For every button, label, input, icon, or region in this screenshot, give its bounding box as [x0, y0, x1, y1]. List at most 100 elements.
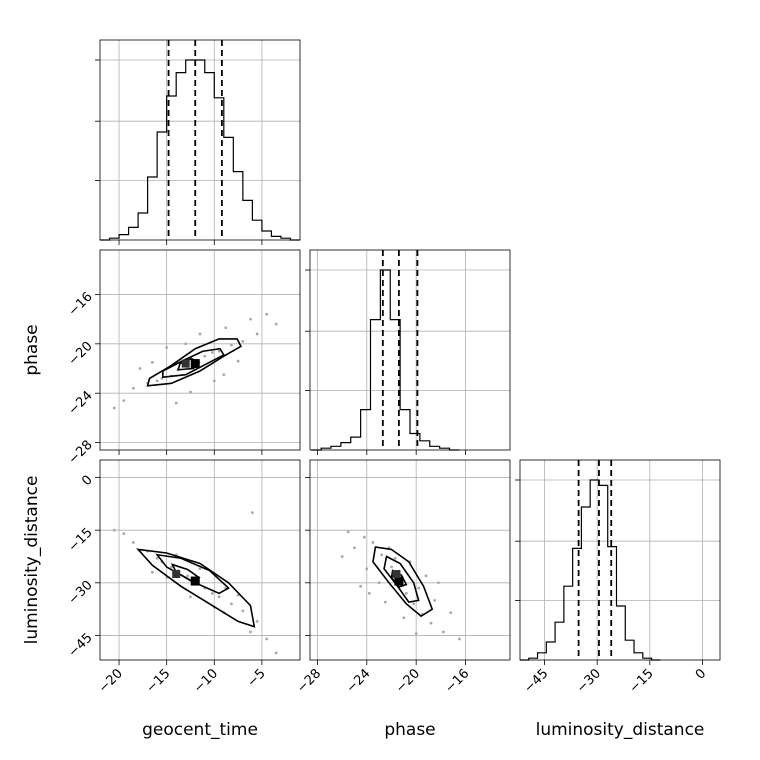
contour-level-1	[383, 555, 420, 603]
tick-label-x-geocent_time: −15	[143, 666, 173, 696]
tick-label-x-geocent_time: −20	[96, 666, 126, 696]
sample-point	[217, 349, 221, 353]
histogram-geocent_time	[100, 59, 300, 241]
sample-point	[436, 581, 440, 585]
sample-point	[174, 401, 178, 405]
tick-label-x-luminosity_distance: −30	[574, 666, 604, 696]
frame-layer	[95, 39, 721, 665]
tick-label-x-luminosity_distance: 0	[693, 666, 709, 682]
sample-point	[250, 511, 254, 515]
panel-frame-geocent_time-phase	[99, 249, 301, 451]
sample-point	[222, 373, 226, 377]
sample-point	[274, 322, 278, 326]
scatter-group-geocent_time-luminosity_distance	[112, 511, 278, 655]
sample-point	[210, 351, 214, 354]
tick-label-x-phase: −28	[294, 666, 324, 696]
sample-point	[424, 574, 428, 578]
sample-point	[189, 390, 192, 394]
sample-point	[359, 584, 363, 588]
sample-point	[217, 595, 221, 599]
sample-point	[224, 326, 228, 330]
sample-point	[112, 406, 116, 410]
tick-label-x-geocent_time: −10	[191, 666, 221, 696]
sample-point	[212, 379, 216, 383]
sample-point	[457, 637, 461, 641]
sample-point	[353, 546, 356, 550]
sample-point	[390, 565, 393, 569]
sample-point	[441, 630, 445, 634]
sample-point	[203, 354, 207, 358]
contour-level-1	[162, 347, 225, 379]
sample-point	[265, 637, 269, 641]
sample-point	[165, 346, 169, 349]
sample-point	[186, 574, 190, 578]
panel-frame-geocent_time-luminosity_distance	[99, 459, 301, 661]
sample-point	[138, 367, 142, 370]
axis-title-y-luminosity_distance: luminosity_distance	[22, 476, 42, 645]
sample-point	[402, 616, 406, 620]
axis-title-x-luminosity_distance: luminosity_distance	[536, 720, 705, 740]
sample-point	[155, 556, 159, 560]
sample-point	[112, 528, 116, 532]
sample-point	[184, 342, 188, 346]
histogram-luminosity_distance	[520, 479, 661, 661]
sample-point	[249, 630, 252, 634]
tick-label-y-phase: −16	[66, 289, 96, 319]
sample-point	[367, 591, 371, 595]
sample-point	[210, 591, 214, 595]
axis-title-x-geocent_time: geocent_time	[142, 720, 258, 740]
sample-point	[230, 602, 233, 606]
sample-point	[340, 555, 344, 558]
panel-frame-phase-hist	[309, 249, 511, 451]
tick-label-x-phase: −20	[393, 666, 423, 696]
scatter-group-phase-luminosity_distance	[340, 530, 461, 641]
tick-label-x-phase: −24	[344, 666, 374, 696]
sample-point	[230, 343, 233, 347]
sample-point	[371, 541, 375, 544]
sample-point	[393, 556, 397, 560]
density-peak	[190, 359, 200, 369]
tick-label-y-luminosity_distance: −15	[66, 525, 96, 555]
sample-point	[346, 530, 350, 534]
sample-point	[236, 359, 240, 363]
sample-point	[255, 332, 259, 336]
tick-label-x-phase: −16	[442, 666, 472, 696]
tick-label-y-luminosity_distance: −30	[66, 578, 96, 608]
sample-point	[429, 621, 433, 625]
sample-point	[122, 532, 126, 536]
sample-point	[198, 567, 202, 571]
contour-level-0	[372, 546, 434, 618]
sample-point	[150, 360, 154, 364]
contour-level-0	[136, 548, 256, 628]
panel-frame-geocent_time-hist	[99, 39, 301, 241]
density-peak	[172, 570, 181, 579]
sample-point	[412, 602, 416, 606]
sample-point	[377, 581, 381, 585]
sample-point	[131, 386, 135, 390]
sample-point	[417, 586, 421, 590]
scatter-group-geocent_time-phase	[112, 312, 278, 410]
sample-point	[241, 609, 245, 613]
sample-point	[241, 339, 245, 343]
density-peak	[190, 576, 200, 586]
sample-point	[380, 553, 384, 557]
sample-point	[365, 567, 369, 571]
density-peak	[394, 576, 404, 586]
tick-label-x-geocent_time: −5	[245, 666, 269, 690]
axis-title-y-phase: phase	[22, 324, 42, 375]
sample-point	[274, 651, 278, 655]
tick-label-y-phase: −28	[66, 438, 96, 468]
sample-point	[170, 565, 173, 569]
label-layer: −20 −15 −10 −5 −28 −24 −20 −16 −45 −30 −15 0−28−24−…	[22, 289, 709, 740]
tick-label-y-luminosity_distance: −45	[66, 630, 96, 660]
sample-point	[131, 541, 135, 544]
tick-label-x-luminosity_distance: −15	[627, 666, 657, 696]
contour-level-1	[155, 553, 230, 595]
sample-point	[150, 570, 154, 574]
data-layer	[100, 40, 661, 661]
sample-point	[189, 595, 192, 599]
sample-point	[414, 632, 418, 636]
grid-layer	[100, 40, 720, 660]
sample-point	[198, 332, 202, 336]
